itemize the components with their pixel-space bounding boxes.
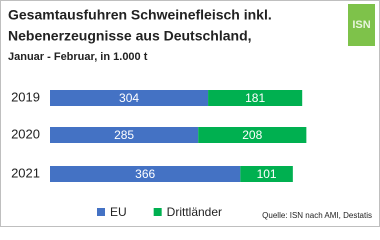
data-label: 208: [242, 128, 262, 142]
data-label: 366: [135, 167, 155, 181]
frame: [0, 0, 380, 227]
chart-title-line2: Nebenerzeugnisse aus Deutschland,: [8, 28, 252, 44]
y-tick-label: 2019: [11, 89, 40, 104]
legend-swatch: [153, 208, 162, 216]
source: Quelle: ISN nach AMI, Destatis: [262, 211, 372, 220]
data-label: 304: [119, 91, 139, 105]
logo: ISN: [352, 19, 370, 31]
data-label: 101: [257, 167, 277, 181]
bar-segment: [50, 166, 241, 182]
legend-label: Drittländer: [167, 205, 222, 219]
data-label: 285: [114, 128, 134, 142]
chart-subtitle: Januar - Februar, in 1.000 t: [8, 51, 148, 63]
data-label: 181: [245, 91, 265, 105]
legend-swatch: [97, 208, 105, 216]
bar-segment: [208, 90, 303, 106]
bar-segment: [198, 127, 307, 143]
chart: Gesamtausfuhren Schweinefleisch inkl. Ne…: [0, 0, 380, 227]
y-tick-label: 2021: [11, 165, 40, 180]
y-tick-label: 2020: [11, 126, 40, 141]
bar-segment: [50, 90, 209, 106]
chart-title: Gesamtausfuhren Schweinefleisch inkl.: [8, 7, 272, 23]
logo-box: [348, 4, 375, 46]
bar-segment: [240, 166, 293, 182]
bar-segment: [50, 127, 199, 143]
legend-label: EU: [110, 205, 127, 219]
